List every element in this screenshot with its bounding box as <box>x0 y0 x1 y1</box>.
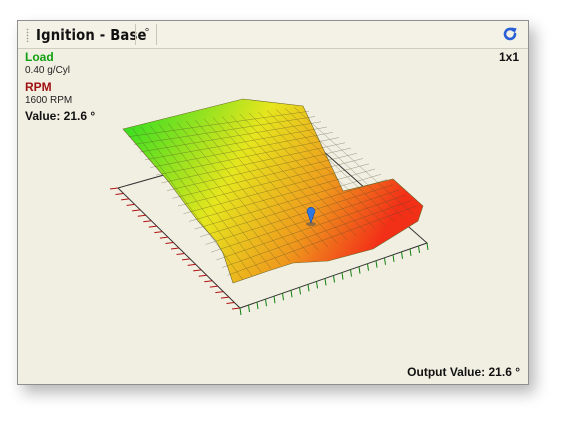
cell-value-label: Value: 21.6 ° <box>25 109 96 123</box>
mesh-line <box>194 174 382 230</box>
mesh-line <box>128 111 310 137</box>
axis-tick <box>209 285 218 288</box>
load-axis-name: Load <box>25 50 54 64</box>
axis-tick <box>126 203 135 206</box>
axis-tick <box>350 269 352 277</box>
surface-plot[interactable] <box>18 21 528 384</box>
size-label: 1x1 <box>498 50 519 64</box>
mesh-line <box>188 168 376 222</box>
drag-grip-icon[interactable] <box>26 28 29 42</box>
axis-tick <box>282 293 284 301</box>
axis-tick <box>401 251 403 259</box>
axis-tick <box>226 302 235 305</box>
axis-tick <box>324 278 327 286</box>
axis-tick <box>256 302 259 310</box>
axis-tick <box>409 248 412 256</box>
mesh-line <box>166 147 352 191</box>
mesh-line <box>199 179 388 238</box>
rpm-axis-ticks <box>109 187 241 310</box>
axis-tick <box>265 299 267 307</box>
axis-tick <box>198 274 207 277</box>
axis-tick <box>307 284 310 292</box>
axis-tick <box>220 296 229 299</box>
mesh-line <box>133 116 316 145</box>
mesh-line <box>172 153 358 199</box>
mesh-line <box>227 205 418 276</box>
axis-tick <box>148 225 157 228</box>
axis-tick <box>290 290 293 298</box>
pin-marker-icon[interactable] <box>306 207 316 226</box>
axis-tick <box>170 247 180 250</box>
axis-tick <box>159 236 168 239</box>
unit-tab[interactable]: ° <box>144 25 150 39</box>
axis-tick <box>418 245 420 254</box>
axis-tick <box>215 291 224 294</box>
surface-mesh <box>122 98 424 284</box>
axis-tick <box>182 258 191 261</box>
mesh-line <box>183 163 370 214</box>
axis-tick <box>176 252 185 255</box>
axis-tick <box>273 296 276 304</box>
rpm-axis-value: 1600 RPM <box>25 95 73 106</box>
window-title: Ignition - Base <box>36 26 147 44</box>
mesh-line <box>221 200 412 268</box>
axis-tick <box>248 304 250 313</box>
axis-tick <box>143 220 152 223</box>
axis-tick <box>299 287 301 295</box>
separator <box>135 24 136 45</box>
title-bar: Ignition - Base ° <box>18 21 528 49</box>
separator <box>156 24 157 45</box>
axis-tick <box>341 272 344 280</box>
mesh-line <box>155 137 340 176</box>
axis-tick <box>426 242 429 251</box>
axis-tick <box>154 231 163 234</box>
axis-tick <box>392 254 395 262</box>
axis-tick <box>132 209 141 212</box>
axis-tick <box>333 275 335 283</box>
axis-tick <box>316 281 318 289</box>
axis-tick <box>115 192 124 195</box>
mesh-line <box>177 158 364 207</box>
mesh-line <box>139 121 322 153</box>
axis-tick <box>121 198 130 201</box>
rpm-axis-name: RPM <box>25 80 52 94</box>
mesh-line <box>144 126 328 161</box>
mesh-line <box>216 195 406 261</box>
axis-tick <box>165 242 174 245</box>
axis-tick <box>384 257 386 265</box>
mesh-line <box>150 132 334 168</box>
axis-tick <box>109 187 119 190</box>
load-axis-ticks <box>239 242 429 316</box>
mesh-line <box>161 142 346 184</box>
axis-tick <box>193 269 202 272</box>
ignition-window: Ignition - Base ° 1x1 Load 0.40 g/Cyl RP… <box>17 20 529 385</box>
mesh-line <box>210 189 400 253</box>
axis-tick <box>137 214 146 217</box>
axis-tick <box>231 307 241 310</box>
axis-tick <box>367 263 369 271</box>
refresh-icon[interactable] <box>501 25 519 43</box>
axis-tick <box>358 266 361 274</box>
load-axis-value: 0.40 g/Cyl <box>25 65 71 76</box>
axis-tick <box>187 263 196 266</box>
mesh-line <box>205 184 394 245</box>
axis-tick <box>375 260 378 268</box>
axis-tick <box>204 280 213 283</box>
output-value-label: Output Value: 21.6 ° <box>407 365 520 379</box>
axis-tick <box>239 307 242 316</box>
